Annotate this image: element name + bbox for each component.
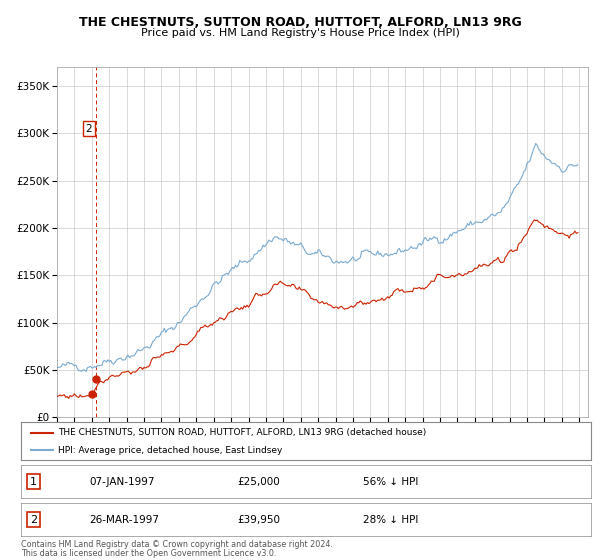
Text: 07-JAN-1997: 07-JAN-1997 (89, 477, 155, 487)
Text: This data is licensed under the Open Government Licence v3.0.: This data is licensed under the Open Gov… (21, 549, 277, 558)
Text: £39,950: £39,950 (238, 515, 281, 525)
Text: 2: 2 (86, 124, 92, 133)
Text: 2: 2 (30, 515, 37, 525)
Text: 28% ↓ HPI: 28% ↓ HPI (363, 515, 418, 525)
Text: £25,000: £25,000 (238, 477, 280, 487)
Text: THE CHESTNUTS, SUTTON ROAD, HUTTOFT, ALFORD, LN13 9RG: THE CHESTNUTS, SUTTON ROAD, HUTTOFT, ALF… (79, 16, 521, 29)
Text: THE CHESTNUTS, SUTTON ROAD, HUTTOFT, ALFORD, LN13 9RG (detached house): THE CHESTNUTS, SUTTON ROAD, HUTTOFT, ALF… (58, 428, 426, 437)
Text: 56% ↓ HPI: 56% ↓ HPI (363, 477, 418, 487)
Text: 26-MAR-1997: 26-MAR-1997 (89, 515, 160, 525)
Text: 1: 1 (30, 477, 37, 487)
Text: Contains HM Land Registry data © Crown copyright and database right 2024.: Contains HM Land Registry data © Crown c… (21, 540, 333, 549)
Text: HPI: Average price, detached house, East Lindsey: HPI: Average price, detached house, East… (58, 446, 283, 455)
Text: Price paid vs. HM Land Registry's House Price Index (HPI): Price paid vs. HM Land Registry's House … (140, 28, 460, 38)
